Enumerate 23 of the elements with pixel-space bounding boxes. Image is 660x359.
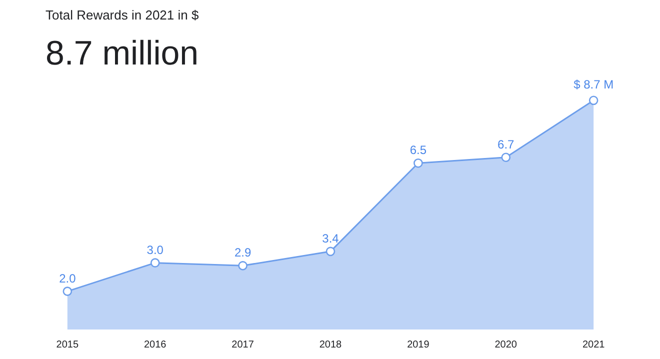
data-label: 6.7 [498, 137, 515, 152]
x-tick-label: 2015 [56, 340, 79, 350]
data-label: 2.9 [234, 246, 252, 260]
chart-subtitle: 8.7 million [46, 34, 199, 72]
data-label: 2.0 [59, 271, 76, 286]
point [588, 96, 598, 106]
x-tick-label: 2018 [319, 340, 342, 350]
point [150, 258, 160, 268]
point [501, 152, 511, 162]
data-label: 6.5 [410, 143, 427, 158]
point [414, 158, 423, 168]
x-tick-label: 2016 [144, 340, 167, 350]
data-label: 3.0 [146, 242, 164, 257]
data-label: 3.4 [322, 231, 340, 246]
x-tick-label: 2021 [582, 340, 606, 350]
x-tick-label: 2019 [407, 340, 430, 350]
x-tick-label: 2017 [232, 340, 254, 350]
point [238, 261, 248, 270]
data-label: $ 8.7 M [574, 77, 614, 92]
chart-title: Total Rewards in 2021 in $ [46, 8, 200, 22]
point [326, 246, 336, 256]
x-tick-label: 2020 [494, 340, 518, 350]
point [62, 286, 72, 296]
